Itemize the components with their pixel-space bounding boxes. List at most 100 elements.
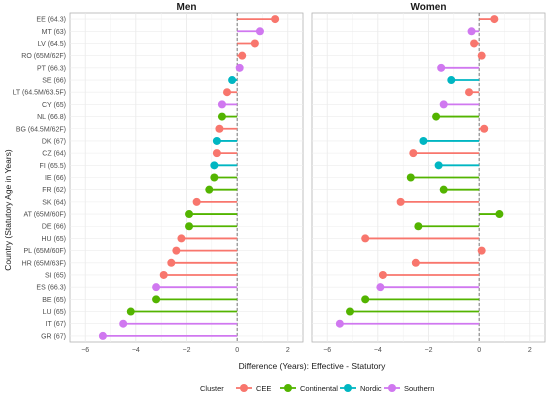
lollipop-point — [480, 124, 489, 133]
legend-key-point — [344, 384, 352, 392]
lollipop-point — [439, 100, 448, 109]
lollipop-point — [345, 307, 354, 316]
lollipop-point — [152, 283, 161, 292]
lollipop-point — [406, 173, 415, 182]
y-tick-label: FI (65.5) — [40, 163, 66, 170]
legend-item-cee: CEE — [236, 384, 271, 393]
lollipop-point — [409, 149, 418, 158]
y-tick-label: FR (62) — [42, 187, 66, 194]
lollipop-point — [414, 222, 423, 231]
lollipop-point — [361, 295, 370, 304]
x-tick-label: −4 — [132, 347, 140, 354]
legend-item-nordic: Nordic — [340, 384, 382, 393]
legend: Cluster CEE Continental Nordic Southern — [200, 384, 434, 393]
lollipop-point — [192, 197, 201, 206]
lollipop-point — [439, 185, 448, 194]
y-tick-label: ES (66.3) — [36, 285, 66, 292]
lollipop-point — [119, 319, 128, 328]
lollipop-point — [376, 283, 385, 292]
lollipop-point — [470, 39, 479, 48]
lollipop-point — [185, 210, 194, 219]
legend-key-point — [284, 384, 292, 392]
x-tick-label: 2 — [528, 347, 532, 354]
lollipop-point — [98, 331, 107, 340]
y-tick-label: IT (67) — [46, 321, 67, 328]
y-tick-label: SE (66) — [42, 78, 66, 85]
lollipop-point — [411, 258, 420, 267]
y-tick-label: GR (67) — [41, 333, 66, 340]
y-tick-label: PL (65M/60F) — [23, 248, 66, 255]
panel-men: Men −6 −4 −2 0 2 — [69, 0, 304, 354]
lollipop-point — [467, 27, 476, 36]
facet-title: Men — [177, 2, 197, 13]
lollipop-point — [185, 222, 194, 231]
lollipop-point — [205, 185, 214, 194]
x-tick-label: 2 — [286, 347, 290, 354]
x-tick-label: −6 — [81, 347, 89, 354]
lollipop-point — [210, 161, 219, 170]
y-tick-labels: EE (64.3) MT (63) LV (64.5) RO (65M/62F) PT … — [13, 17, 66, 341]
x-tick-label: −4 — [374, 347, 382, 354]
lollipop-point — [250, 39, 259, 48]
lollipop-point — [235, 63, 244, 72]
lollipop-point — [215, 124, 224, 133]
y-tick-label: MT (63) — [42, 29, 66, 36]
facet-panels: Men −6 −4 −2 0 2 Women −6 −4 −2 0 2 — [69, 0, 546, 354]
facet-strip — [70, 0, 303, 13]
panel-women: Women −6 −4 −2 0 2 — [311, 0, 546, 354]
y-tick-label: NL (66.8) — [37, 114, 66, 121]
lollipop-point — [447, 76, 456, 85]
lollipop-point — [210, 173, 219, 182]
lollipop-point — [223, 88, 232, 97]
y-tick-label: RO (65M/62F) — [21, 53, 66, 60]
legend-item-continental: Continental — [280, 384, 338, 393]
lollipop-point — [335, 319, 344, 328]
lollipop-point — [238, 51, 247, 60]
x-tick-label: −6 — [323, 347, 331, 354]
lollipop-point — [212, 149, 221, 158]
y-tick-label: SK (64) — [42, 199, 66, 206]
x-tick-label: −2 — [425, 347, 433, 354]
y-tick-label: HU (65) — [41, 236, 66, 243]
y-tick-label: SI (65) — [45, 272, 66, 279]
lollipop-point — [361, 234, 370, 243]
lollipop-point — [255, 27, 264, 36]
x-axis-title: Difference (Years): Effective - Statutor… — [239, 361, 387, 371]
y-tick-label: CY (65) — [42, 102, 66, 109]
facet-title: Women — [411, 2, 447, 13]
legend-label: CEE — [256, 384, 271, 393]
y-axis-title: Country (Statutory Age in Years) — [3, 149, 13, 271]
legend-key-point — [240, 384, 248, 392]
lollipop-point — [378, 270, 387, 279]
legend-label: Continental — [300, 384, 338, 393]
y-tick-label: BE (65) — [42, 297, 66, 304]
y-tick-label: BG (64.5M/62F) — [16, 126, 66, 133]
y-tick-label: DK (67) — [42, 138, 66, 145]
lollipop-point — [212, 136, 221, 145]
lollipop-point — [396, 197, 405, 206]
lollipop-point — [437, 63, 446, 72]
y-tick-label: PT (66.3) — [37, 65, 66, 72]
lollipop-point — [172, 246, 181, 255]
facet-strip — [312, 0, 545, 13]
lollipop-point — [217, 112, 226, 121]
lollipop-point — [228, 76, 237, 85]
lollipop-point — [159, 270, 168, 279]
lollipop-point — [465, 88, 474, 97]
y-tick-label: EE (64.3) — [36, 17, 66, 24]
lollipop-point — [271, 15, 280, 24]
lollipop-point — [490, 15, 499, 24]
y-tick-label: IE (66) — [45, 175, 66, 182]
y-tick-label: CZ (64) — [42, 151, 66, 158]
lollipop-point — [477, 246, 486, 255]
y-tick-label: AT (65M/60F) — [23, 212, 66, 219]
lollipop-point — [167, 258, 176, 267]
lollipop-point — [126, 307, 135, 316]
y-tick-label: LT (64.5M/63.5F) — [13, 90, 66, 97]
y-tick-label: HR (65M/63F) — [22, 260, 66, 267]
x-tick-label: 0 — [235, 347, 239, 354]
lollipop-point — [432, 112, 441, 121]
legend-title: Cluster — [200, 384, 224, 393]
x-tick-label: 0 — [477, 347, 481, 354]
